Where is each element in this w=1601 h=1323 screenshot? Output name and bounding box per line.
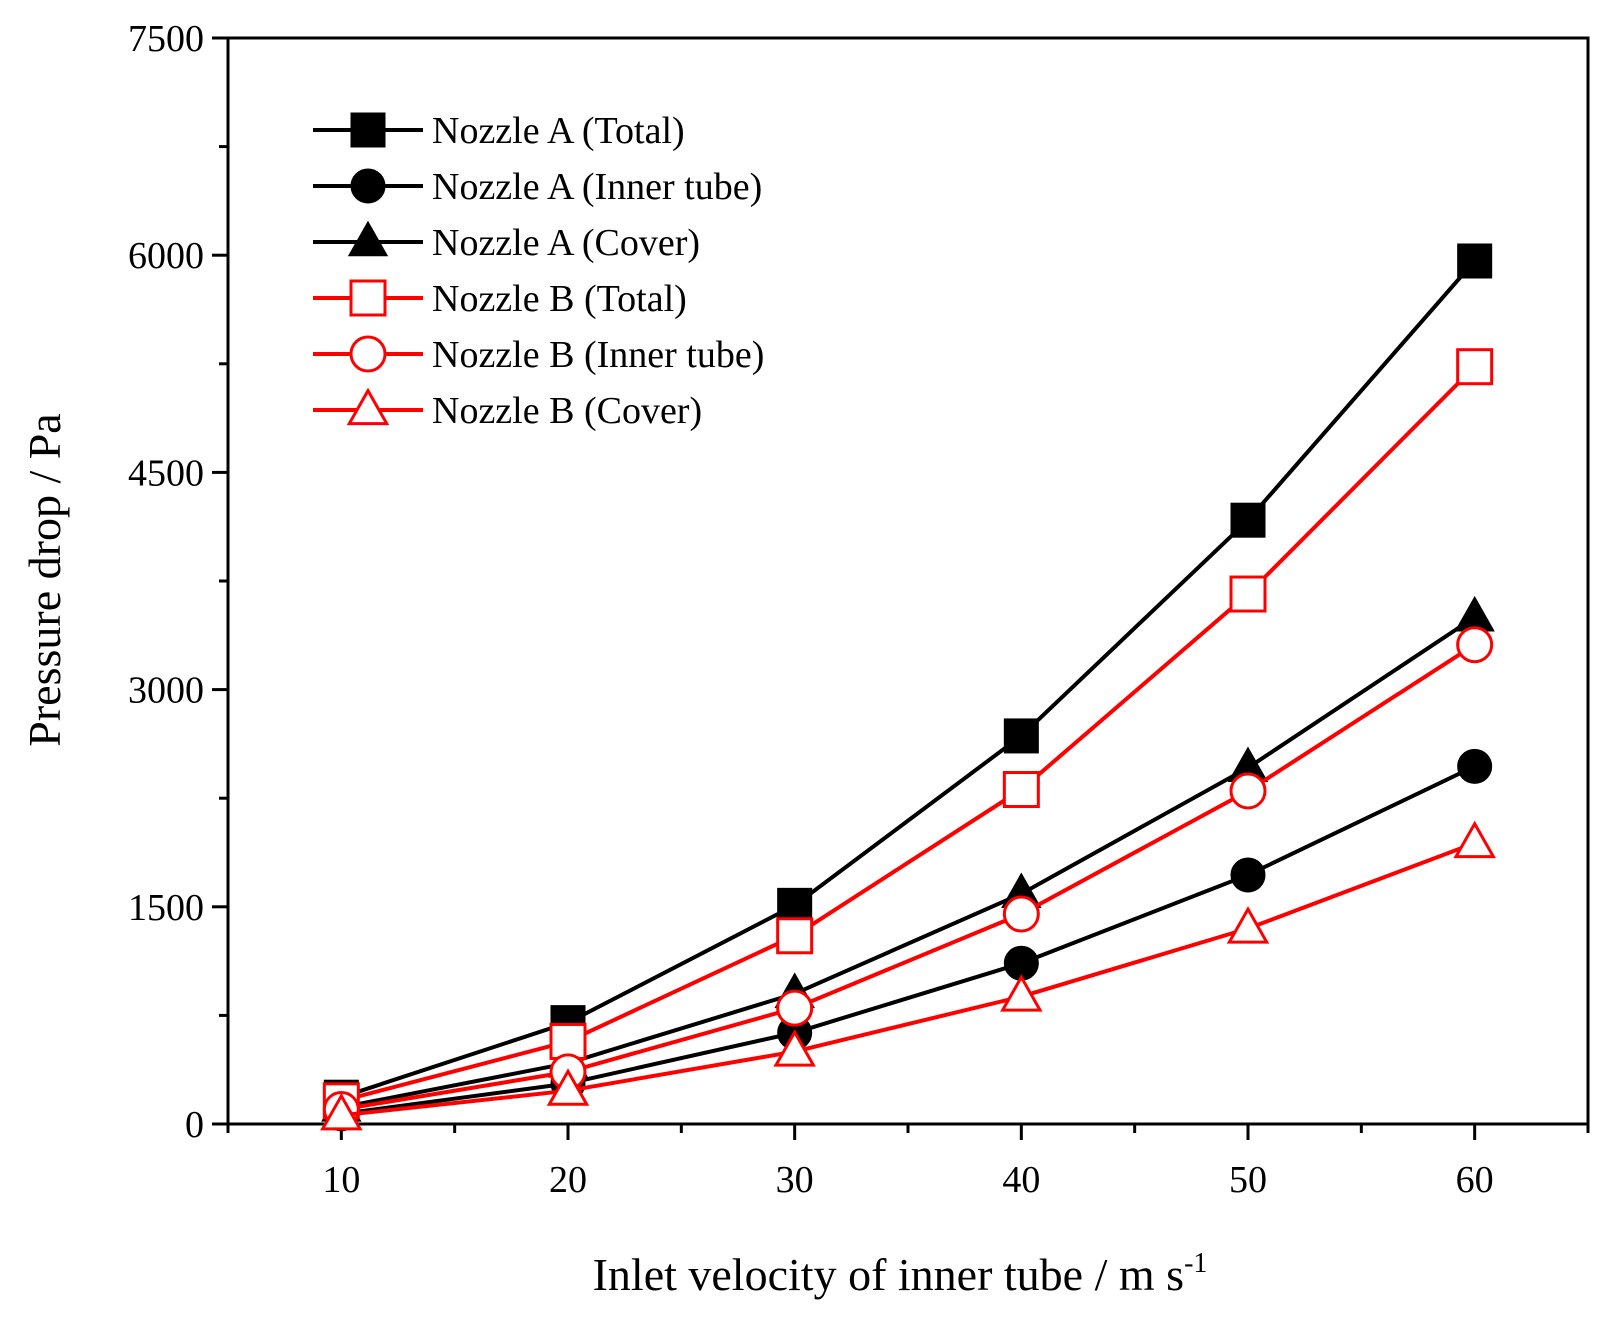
y-tick-label: 7500 bbox=[128, 18, 204, 60]
series-line bbox=[341, 764, 1476, 1116]
data-point bbox=[776, 989, 814, 1027]
legend-marker bbox=[349, 279, 387, 317]
data-point bbox=[1456, 348, 1494, 386]
x-tick-label: 10 bbox=[322, 1159, 360, 1201]
legend-marker bbox=[350, 112, 386, 148]
data-point bbox=[1457, 748, 1493, 784]
legend-label: Nozzle B (Total) bbox=[432, 278, 687, 320]
series-3 bbox=[321, 595, 1495, 1122]
legend-label: Nozzle A (Cover) bbox=[432, 222, 700, 264]
legend-entry-5: Nozzle B (Inner tube) bbox=[313, 334, 764, 376]
series-5 bbox=[322, 626, 1494, 1129]
x-axis-title-main: Inlet velocity of inner tube / m s bbox=[593, 1249, 1184, 1300]
data-point bbox=[1000, 974, 1043, 1012]
series-line bbox=[341, 841, 1476, 1118]
series-line bbox=[340, 365, 1477, 1103]
legend-entry-6: Nozzle B (Cover) bbox=[313, 387, 702, 432]
axes: 0 1500 3000 4500 6000 7500 10 20 30 40 50 60 bbox=[128, 18, 1590, 1201]
legend-label: Nozzle A (Total) bbox=[432, 110, 685, 152]
x-tick-label: 60 bbox=[1456, 1159, 1494, 1201]
x-tick-label: 50 bbox=[1229, 1159, 1267, 1201]
x-tick-label: 30 bbox=[776, 1159, 814, 1201]
data-point bbox=[777, 887, 813, 923]
data-point bbox=[1002, 895, 1040, 933]
data-point bbox=[776, 917, 814, 955]
y-tick-label: 4500 bbox=[128, 452, 204, 494]
data-point bbox=[1456, 626, 1494, 664]
data-point bbox=[1453, 820, 1496, 859]
data-point bbox=[1226, 906, 1270, 944]
series-line bbox=[341, 643, 1476, 1112]
series-line bbox=[340, 615, 1476, 1110]
data-point bbox=[1002, 771, 1040, 809]
legend-marker bbox=[347, 220, 389, 257]
data-point bbox=[1230, 502, 1266, 538]
legend-marker bbox=[349, 335, 387, 373]
data-point bbox=[549, 1022, 587, 1060]
data-point bbox=[546, 1068, 590, 1106]
series-6 bbox=[320, 820, 1496, 1131]
x-tick-label: 40 bbox=[1002, 1159, 1040, 1201]
y-tick-label: 0 bbox=[185, 1104, 204, 1146]
legend-entry-2: Nozzle A (Inner tube) bbox=[313, 166, 762, 208]
y-tick-label: 1500 bbox=[128, 887, 204, 929]
series-layer bbox=[320, 243, 1496, 1132]
legend-marker bbox=[350, 168, 386, 204]
x-axis-title-superscript: -1 bbox=[1184, 1248, 1207, 1279]
series-4 bbox=[322, 348, 1494, 1120]
x-tick-label: 20 bbox=[549, 1159, 587, 1201]
x-axis-title: Inlet velocity of inner tube / m s-1 bbox=[593, 1248, 1208, 1300]
legend: Nozzle A (Total) Nozzle A (Inner tube) Noz… bbox=[313, 110, 764, 432]
data-point bbox=[1229, 772, 1267, 810]
legend-entry-1: Nozzle A (Total) bbox=[313, 110, 685, 152]
y-tick-label: 6000 bbox=[128, 235, 204, 277]
legend-entry-4: Nozzle B (Total) bbox=[313, 278, 687, 320]
data-point bbox=[1454, 595, 1495, 632]
legend-label: Nozzle A (Inner tube) bbox=[432, 166, 762, 208]
data-point bbox=[1003, 718, 1039, 754]
legend-entry-3: Nozzle A (Cover) bbox=[313, 220, 700, 264]
series-2 bbox=[323, 748, 1493, 1132]
data-point bbox=[1457, 243, 1493, 279]
legend-label: Nozzle B (Inner tube) bbox=[432, 334, 764, 376]
legend-marker bbox=[346, 387, 390, 426]
data-point bbox=[1230, 857, 1266, 893]
legend-label: Nozzle B (Cover) bbox=[432, 390, 702, 432]
data-point bbox=[320, 1092, 363, 1131]
data-point bbox=[773, 1029, 816, 1067]
data-point bbox=[1229, 575, 1267, 613]
y-tick-label: 3000 bbox=[128, 670, 204, 712]
series-line bbox=[340, 259, 1477, 1100]
y-axis-title: Pressure drop / Pa bbox=[19, 413, 70, 746]
